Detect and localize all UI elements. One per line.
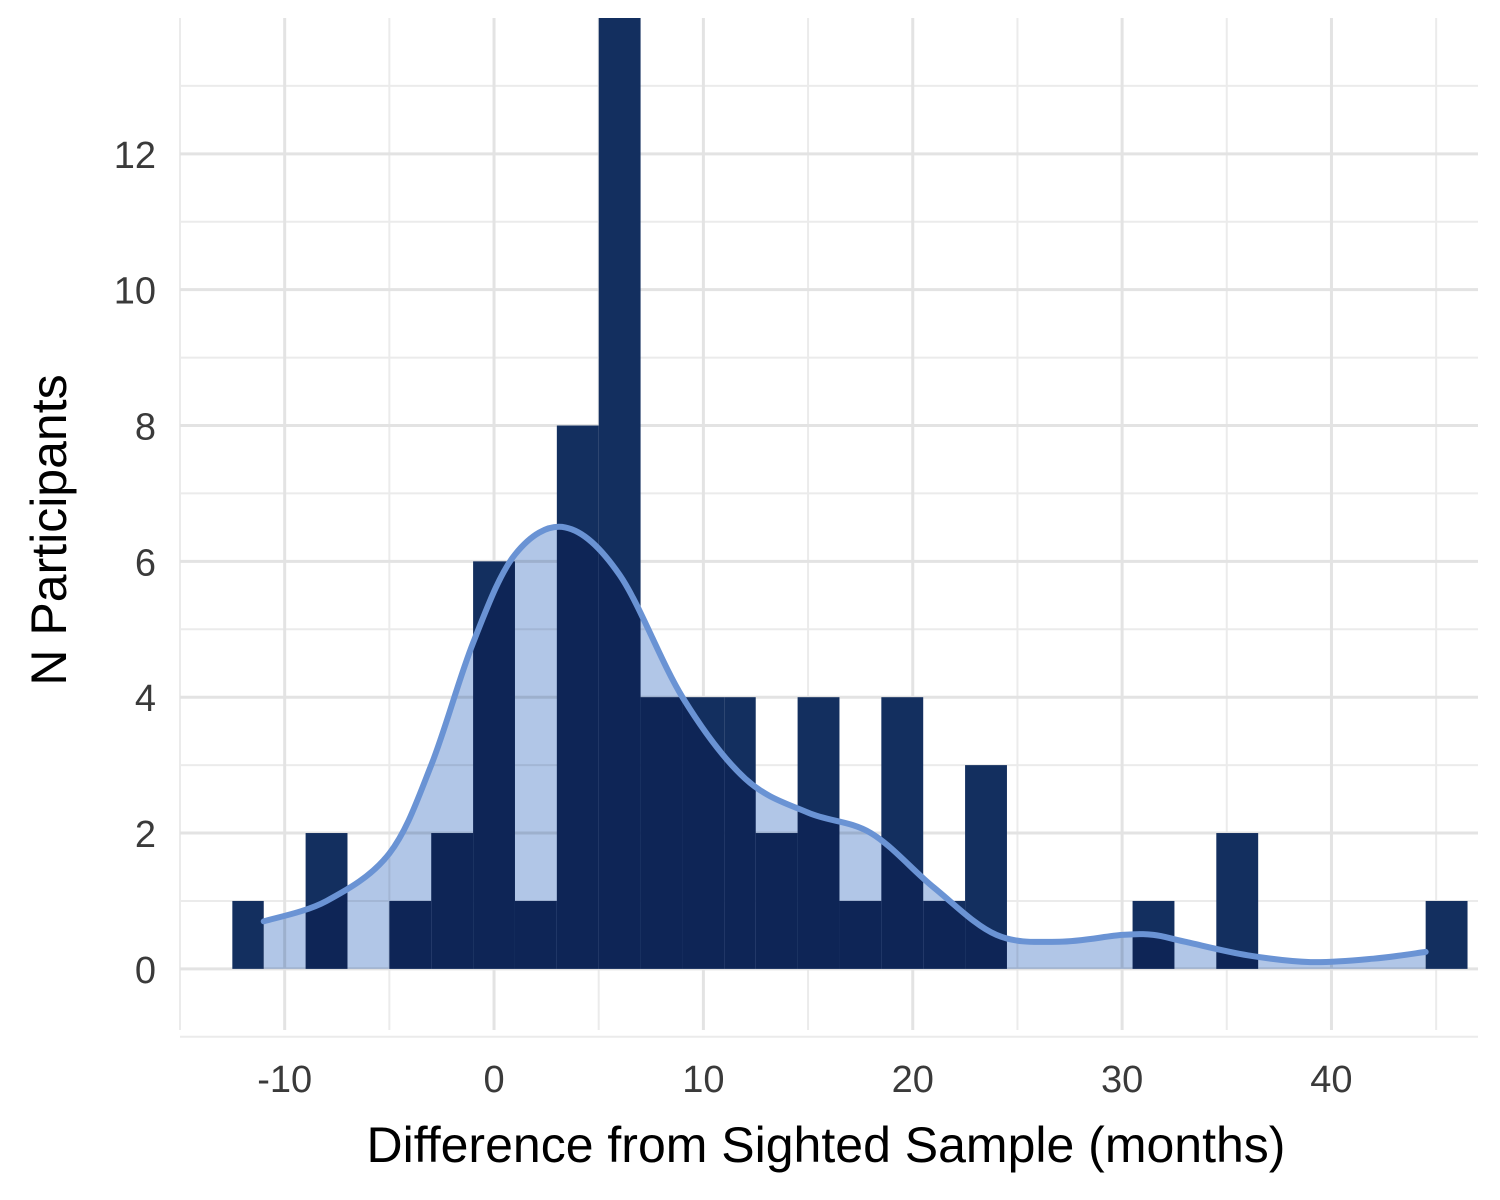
y-tick-label: 8 xyxy=(135,407,156,449)
x-axis-title: Difference from Sighted Sample (months) xyxy=(367,1117,1286,1173)
y-tick-label: 0 xyxy=(135,950,156,992)
density-curve xyxy=(260,523,1429,969)
density-area xyxy=(263,526,1426,969)
x-tick-label: 10 xyxy=(682,1059,724,1101)
x-tick-label: 0 xyxy=(483,1059,504,1101)
y-tick-label: 10 xyxy=(114,271,156,313)
y-tick-label: 4 xyxy=(135,678,156,720)
y-tick-label: 2 xyxy=(135,814,156,856)
y-axis-ticks: 0 2 4 6 8 10 12 xyxy=(114,135,156,992)
y-tick-label: 12 xyxy=(114,135,156,177)
x-tick-label: -10 xyxy=(257,1059,312,1101)
x-axis-ticks: -10 0 10 20 30 40 xyxy=(257,1059,1352,1101)
minor-gridlines xyxy=(179,18,1478,1038)
x-tick-label: 40 xyxy=(1310,1059,1352,1101)
x-tick-label: 30 xyxy=(1101,1059,1143,1101)
density-line xyxy=(260,523,1429,966)
x-tick-label: 20 xyxy=(892,1059,934,1101)
histogram-bar xyxy=(1216,833,1259,969)
y-axis-title: N Participants xyxy=(21,374,77,685)
y-tick-label: 6 xyxy=(135,542,156,584)
histogram-bar xyxy=(1425,900,1468,969)
histogram-bar xyxy=(232,900,264,969)
